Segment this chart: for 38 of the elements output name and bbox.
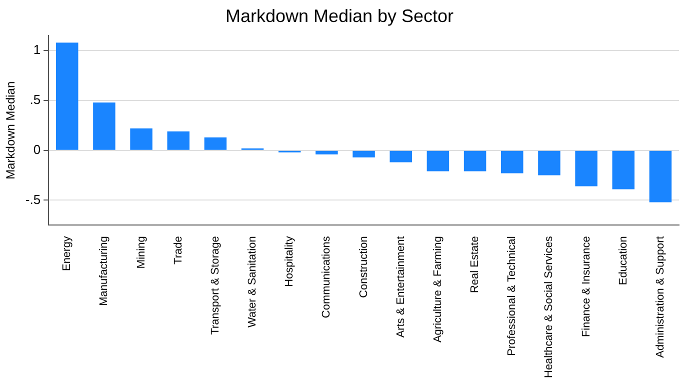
bar [130, 128, 152, 150]
x-tick-label: Manufacturing [98, 236, 110, 306]
x-tick-label: Agriculture & Farming [432, 236, 444, 343]
x-tick-label: Communications [320, 236, 333, 318]
x-tick-label: Healthcare & Social Services [543, 236, 556, 378]
bar [649, 150, 672, 202]
bar [575, 150, 598, 186]
x-tick-label: Construction [358, 236, 370, 298]
y-tick-label: 0 [33, 142, 41, 157]
x-tick-label: Professional & Technical [506, 236, 518, 356]
bar [352, 150, 375, 158]
bar [538, 150, 560, 176]
x-tick-label: Mining [135, 236, 148, 269]
x-tick-label: Education [617, 236, 630, 286]
y-tick-label: .5 [30, 92, 41, 108]
bar [500, 150, 524, 174]
bar [56, 42, 78, 150]
y-tick-label: -.5 [25, 192, 41, 207]
x-tick-label: Arts & Entertainment [394, 236, 407, 338]
x-tick-label: Transport & Storage [209, 236, 222, 335]
y-tick-label: 1 [33, 42, 41, 58]
x-tick-label: Finance & Insurance [580, 236, 592, 338]
x-tick-label: Real Estate [469, 236, 482, 294]
bar [464, 150, 486, 172]
bar [426, 150, 450, 172]
x-tick-label: Hospitality [284, 236, 296, 287]
x-tick-label: Energy [61, 236, 74, 272]
x-tick-label: Administration & Support [654, 236, 666, 358]
x-tick-label: Water & Sanitation [246, 236, 259, 328]
bar [316, 150, 338, 154]
x-tick-label: Trade [172, 236, 184, 264]
chart-title: Markdown Median by Sector [225, 6, 454, 26]
bar [204, 137, 227, 150]
bar [167, 131, 190, 150]
bar [93, 102, 116, 150]
bar [390, 150, 412, 162]
bar [612, 150, 634, 190]
y-axis-title: Markdown Median [4, 81, 18, 180]
